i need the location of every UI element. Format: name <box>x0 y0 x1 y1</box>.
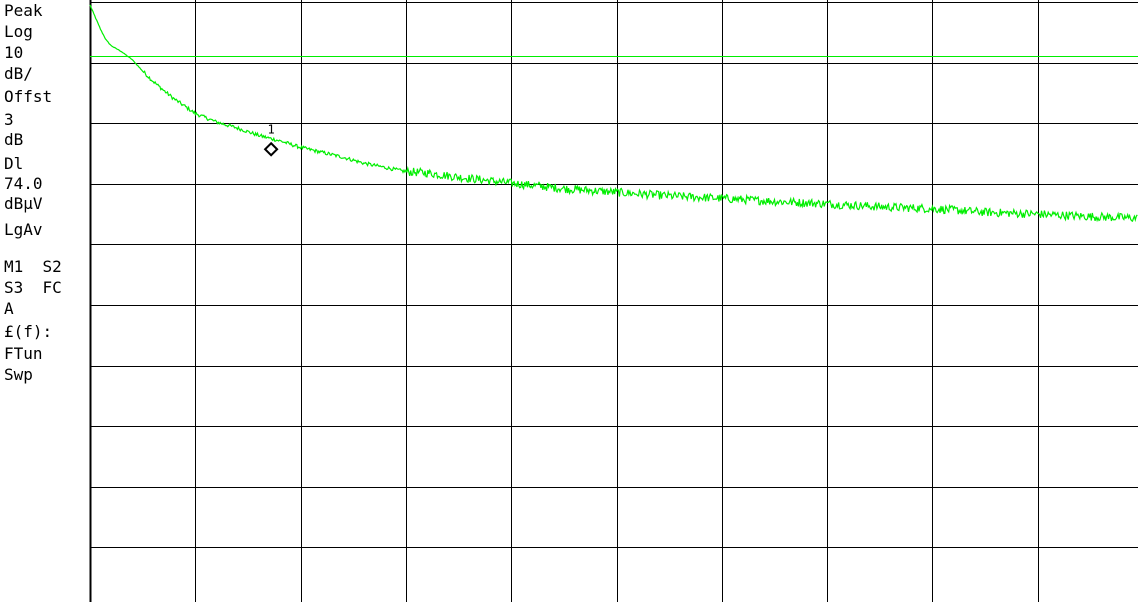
marker-1-label: 1 <box>267 122 274 136</box>
sidebar-label: A <box>4 299 14 318</box>
sidebar-label: 10 <box>4 43 24 62</box>
sidebar-label: dB/ <box>4 64 33 83</box>
sidebar-label: 74.0 <box>4 174 43 193</box>
sidebar-label: FTun <box>4 344 43 363</box>
sidebar-label: LgAv <box>4 220 43 239</box>
sidebar-label: Offst <box>4 87 53 106</box>
sidebar-label: Dl <box>4 154 24 173</box>
marker-1-diamond <box>263 141 279 157</box>
sidebar-label: Swp <box>4 365 33 384</box>
sidebar-label: Peak <box>4 1 43 20</box>
sidebar-label: Log <box>4 22 33 41</box>
sidebar-label: dB <box>4 130 24 149</box>
annotation-panel: Peak Log 10 dB/Offst 3 dB Dl 74.0 dBµV LgAv M1 S2 S… <box>0 0 88 602</box>
sidebar-label: M1 S2 <box>4 257 62 276</box>
sidebar-label: dBµV <box>4 194 43 213</box>
sidebar-label: 3 <box>4 110 14 129</box>
sidebar-label: S3 FC <box>4 278 62 297</box>
sidebar-label: £(f): <box>4 322 53 341</box>
trace-line <box>89 4 1138 223</box>
